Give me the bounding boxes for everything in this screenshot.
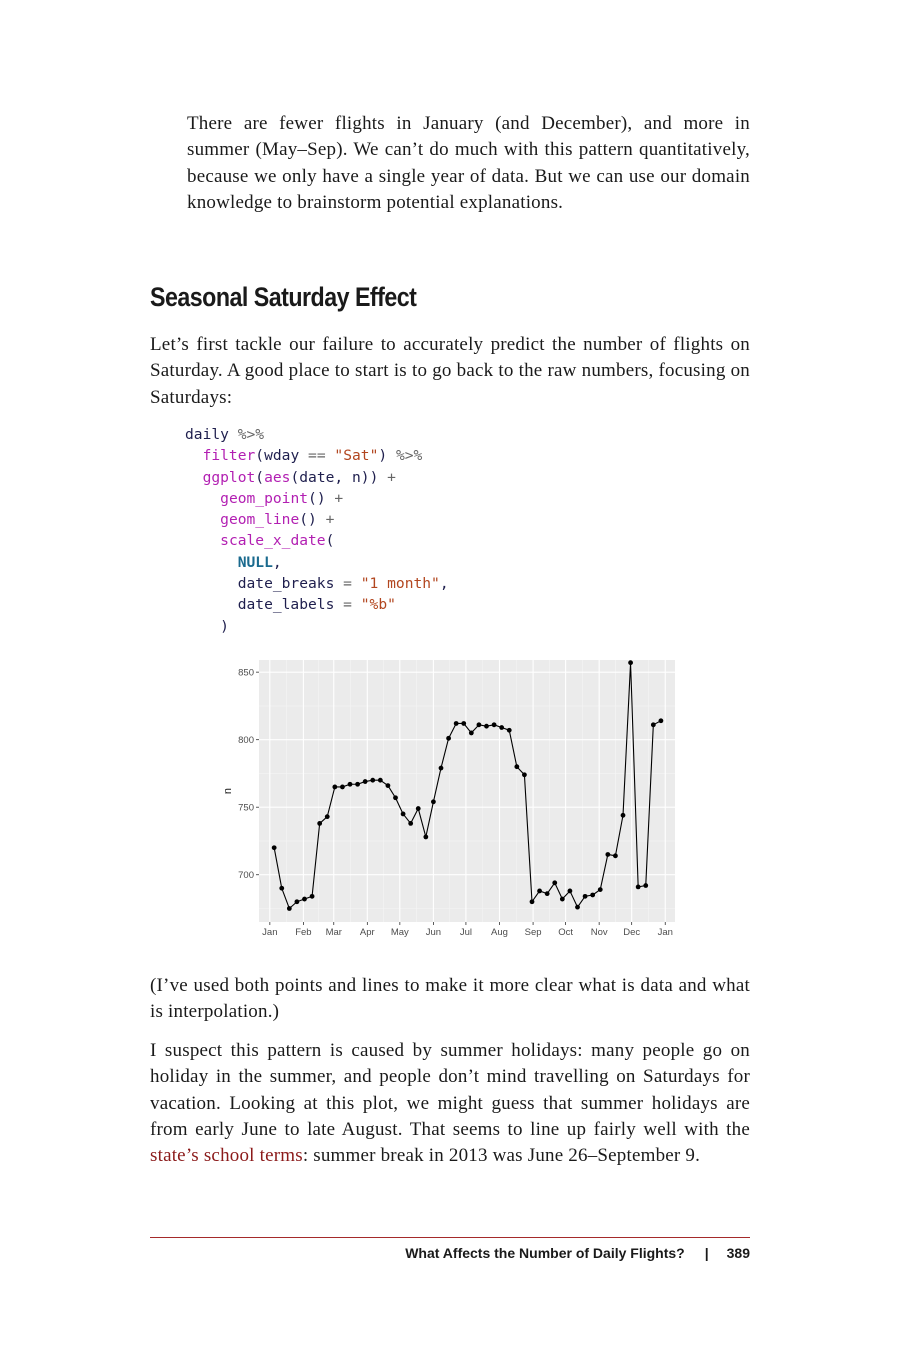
data-point	[324, 814, 330, 820]
data-point	[597, 887, 603, 892]
data-point	[537, 888, 542, 894]
data-point	[461, 721, 467, 726]
code-block: daily %>% filter(wday == "Sat") %>% ggpl…	[185, 424, 449, 637]
x-tick-label: Jan	[262, 927, 277, 938]
x-tick-label: May	[391, 927, 409, 938]
code-line: geom_point() +	[220, 489, 344, 507]
data-point	[423, 834, 429, 840]
y-tick-label: 800	[238, 735, 254, 746]
data-point	[468, 730, 474, 736]
code-line: date_labels = "%b"	[237, 596, 396, 614]
x-tick-label: Oct	[558, 927, 573, 938]
data-point	[605, 852, 611, 857]
code-line: NULL,	[237, 553, 282, 571]
code-line: )	[185, 617, 229, 635]
page-number: 389	[726, 1245, 750, 1261]
saturday-flights-chart: 700 750 800 850 Jan Feb Mar Apr May Jun Jul Aug Sep O…	[222, 660, 675, 938]
data-point	[408, 821, 414, 826]
x-tick-label: Sep	[525, 927, 542, 938]
data-point	[438, 765, 444, 771]
data-point	[522, 772, 527, 778]
x-tick-label: Jun	[426, 927, 441, 938]
school-terms-link[interactable]: state’s school terms	[150, 1145, 303, 1167]
y-axis-label: n	[222, 788, 234, 794]
lead-paragraph: Let’s first tackle our failure to accura…	[150, 334, 750, 408]
data-point	[393, 795, 398, 801]
data-point	[658, 718, 664, 724]
data-point	[385, 783, 391, 788]
data-point	[279, 885, 285, 891]
x-tick-label: Feb	[295, 927, 311, 938]
code-line: daily %>%	[185, 426, 265, 443]
running-title: What Affects the Number of Daily Flights…	[405, 1245, 685, 1261]
data-point	[491, 722, 497, 728]
footer-separator: |	[704, 1245, 709, 1261]
data-point	[506, 727, 512, 733]
data-point	[309, 893, 315, 899]
data-point	[529, 899, 535, 905]
suspect-text-after: : summer break in 2013 was June 26–Septe…	[302, 1145, 701, 1167]
data-point	[302, 896, 307, 902]
data-point	[620, 812, 626, 818]
series-line	[273, 662, 662, 910]
data-point	[362, 779, 368, 784]
data-point	[431, 799, 436, 805]
y-tick-label: 850	[238, 668, 254, 679]
data-point	[575, 904, 580, 910]
data-point	[377, 777, 383, 783]
code-line: date_breaks = "1 month",	[237, 575, 449, 593]
data-point	[567, 888, 573, 894]
data-point	[370, 777, 376, 783]
data-point	[271, 845, 277, 851]
data-point	[415, 806, 421, 811]
x-tick-label: Mar	[326, 927, 342, 938]
data-point	[484, 723, 489, 729]
data-point	[355, 781, 360, 787]
data-point	[317, 821, 323, 826]
data-point	[628, 660, 633, 666]
page-footer: What Affects the Number of Daily Flights…	[405, 1245, 750, 1261]
data-point	[400, 811, 406, 817]
code-line: scale_x_date(	[220, 532, 335, 550]
footer-rule	[150, 1237, 750, 1238]
data-point	[347, 781, 353, 787]
data-point	[453, 721, 459, 726]
x-tick-label: Jan	[658, 927, 673, 938]
data-point	[590, 892, 596, 898]
x-tick-label: Nov	[591, 927, 608, 938]
data-point	[635, 884, 641, 890]
data-point	[340, 784, 345, 790]
code-line: ggplot(aes(date, n)) +	[202, 468, 396, 486]
note-paragraph: (I’ve used both points and lines to make…	[150, 975, 750, 1023]
x-tick-label: Aug	[491, 927, 508, 938]
data-point	[643, 883, 649, 888]
data-point	[499, 725, 505, 730]
x-tick-label: Jul	[460, 927, 472, 938]
data-point	[544, 891, 550, 897]
y-tick-label: 750	[238, 803, 254, 814]
intro-paragraph: There are fewer flights in January (and …	[187, 113, 750, 213]
data-point	[332, 784, 338, 790]
plot-panel	[259, 660, 675, 922]
data-point	[476, 722, 482, 728]
section-heading: Seasonal Saturday Effect	[150, 282, 417, 312]
suspect-paragraph: I suspect this pattern is caused by summ…	[150, 1038, 750, 1169]
data-point	[613, 853, 618, 859]
data-point	[559, 896, 565, 902]
code-line: geom_line() +	[220, 511, 335, 529]
data-point	[650, 722, 656, 728]
data-point	[552, 880, 558, 886]
data-point	[514, 764, 520, 770]
data-point	[582, 893, 588, 899]
x-tick-label: Apr	[360, 927, 375, 938]
data-point	[286, 906, 292, 911]
data-point	[294, 899, 300, 905]
suspect-text-before: I suspect this pattern is caused by summ…	[150, 1040, 750, 1140]
code-line: filter(wday == "Sat") %>%	[202, 447, 423, 465]
x-tick-label: Dec	[623, 927, 640, 938]
data-point	[446, 735, 451, 741]
y-tick-label: 700	[238, 870, 254, 881]
